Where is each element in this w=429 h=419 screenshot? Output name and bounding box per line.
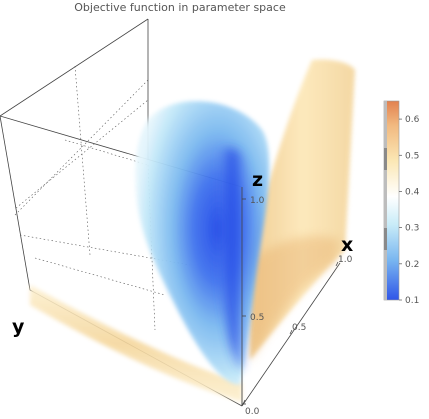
colorbar-tick-label: 0.4 [405, 187, 420, 197]
x-axis-label: x [341, 234, 353, 256]
z-tick-label: 0.5 [250, 313, 264, 323]
x-ticks [242, 261, 339, 405]
density-core [216, 148, 249, 371]
colorbar-tick-label: 0.1 [405, 296, 419, 306]
floor-strip [30, 285, 242, 402]
z-tick-label: 0.0 [245, 407, 260, 417]
colorbar-tick-label: 0.6 [405, 115, 420, 125]
grid-lines [14, 65, 191, 331]
z-axis-label: z [252, 169, 263, 191]
colorbar-tick-label: 0.2 [405, 260, 419, 270]
colorbar-side-mark [384, 148, 387, 170]
chart-title: Objective function in parameter space [74, 1, 286, 14]
back-wall-shade [250, 236, 340, 362]
z-ticks [242, 198, 246, 405]
colorbar-side-mark [384, 228, 387, 250]
colorbar-tick-label: 0.5 [405, 151, 419, 161]
colorbar-ticks: 0.1 0.2 0.3 0.4 0.5 0.6 [399, 115, 420, 306]
colorbar: 0.1 0.2 0.3 0.4 0.5 0.6 [383, 100, 420, 306]
z-tick-label: 1.0 [250, 196, 265, 206]
density-shell [135, 101, 270, 385]
x-tick-label: 1.0 [338, 255, 353, 265]
colorbar-side-strip [384, 101, 387, 300]
x-tick-label: 0.5 [292, 323, 306, 333]
colorbar-tick-label: 0.3 [405, 224, 419, 234]
y-axis-label: y [12, 316, 25, 338]
